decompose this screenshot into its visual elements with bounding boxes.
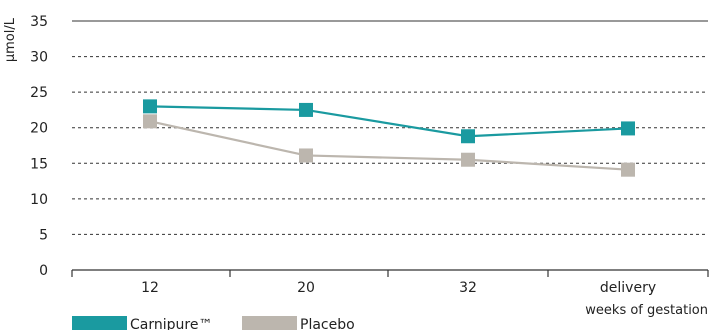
series-line <box>150 106 628 136</box>
legend: Carnipure™ Placebo <box>72 316 355 330</box>
y-tick-label: 15 <box>30 156 48 172</box>
series-line <box>150 121 628 169</box>
data-point <box>621 121 635 135</box>
y-tick-label: 10 <box>30 192 48 208</box>
data-point <box>299 103 313 117</box>
y-tick-label: 20 <box>30 121 48 137</box>
axis-layer: µmol/L weeks of gestation 0 5 10 15 20 25 30 35… <box>3 14 708 318</box>
y-tick-label: 5 <box>39 227 48 243</box>
data-point <box>143 99 157 113</box>
x-tick-label: delivery <box>600 280 656 296</box>
legend-entry: Carnipure™ <box>72 316 212 330</box>
x-tick-label: 12 <box>141 280 159 296</box>
y-tick-label: 25 <box>30 85 48 101</box>
y-tick-label: 0 <box>39 263 48 279</box>
grid-layer <box>72 21 708 234</box>
y-axis-label: µmol/L <box>3 17 18 62</box>
legend-entry: Placebo <box>242 316 355 330</box>
data-point <box>299 148 313 162</box>
x-axis-label: weeks of gestation <box>585 303 708 318</box>
series-layer <box>143 99 635 176</box>
x-tick-label: 32 <box>459 280 477 296</box>
data-point <box>461 129 475 143</box>
legend-swatch <box>72 316 127 330</box>
legend-swatch <box>242 316 297 330</box>
y-tick-label: 35 <box>30 14 48 30</box>
y-tick-label: 30 <box>30 50 48 66</box>
legend-label: Placebo <box>300 317 355 330</box>
data-point <box>621 163 635 177</box>
data-point <box>143 114 157 128</box>
data-point <box>461 153 475 167</box>
legend-label: Carnipure™ <box>130 317 212 330</box>
x-tick-label: 20 <box>297 280 315 296</box>
